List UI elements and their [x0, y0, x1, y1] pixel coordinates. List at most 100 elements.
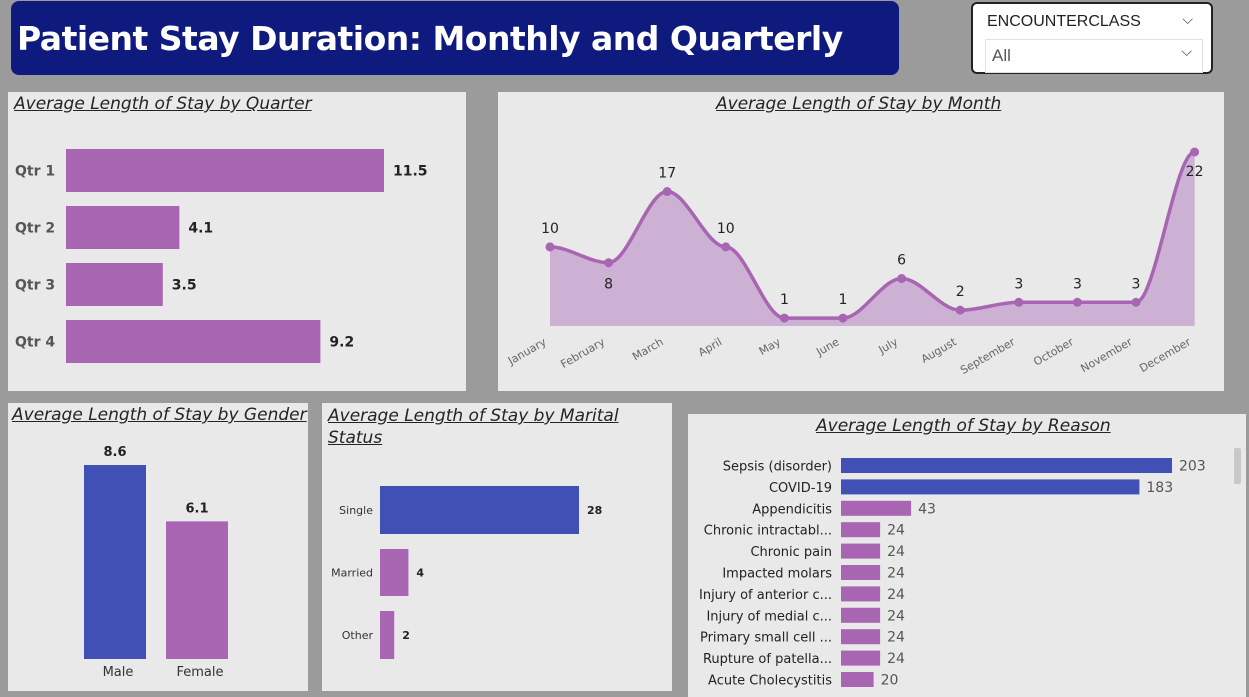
bar	[380, 486, 579, 534]
category-label: Female	[176, 665, 223, 680]
bar	[66, 320, 321, 363]
bar	[166, 521, 228, 659]
data-label: 10	[541, 221, 559, 237]
x-tick-label: October	[1031, 335, 1076, 369]
category-label: Qtr 1	[15, 164, 55, 180]
data-point	[779, 313, 789, 323]
bar	[841, 458, 1172, 473]
x-tick-label: March	[630, 335, 666, 363]
quarter-bar-chart: Qtr 1 11.5 Qtr 2 4.1 Qtr 3 3.5 Qtr 4 9.2	[15, 149, 428, 363]
data-label: 1	[780, 292, 789, 308]
data-label: 203	[1179, 459, 1206, 475]
category-label: Injury of medial c...	[706, 609, 832, 624]
data-point	[897, 274, 907, 284]
category-label: Rupture of patella...	[703, 652, 832, 667]
chevron-down-icon[interactable]: ⌵	[1182, 12, 1193, 28]
data-label: 24	[887, 544, 905, 560]
data-point	[955, 305, 965, 315]
data-label: 4	[416, 567, 424, 580]
data-point	[721, 242, 731, 252]
category-label: Sepsis (disorder)	[723, 460, 832, 475]
data-point	[1131, 297, 1141, 307]
chevron-down-icon[interactable]: ⌵	[1181, 44, 1192, 60]
bar	[380, 549, 409, 596]
data-label: 6.1	[185, 501, 208, 516]
category-label: Injury of anterior c...	[699, 588, 832, 603]
category-label: Chronic pain	[750, 545, 832, 560]
slicer-label: ENCOUNTERCLASS	[987, 13, 1141, 30]
chart-title: Average Length of Stay by Quarter	[14, 94, 312, 114]
slicer-value: All	[992, 46, 1011, 65]
bar	[841, 672, 874, 687]
month-chart-panel: Average Length of Stay by Month 10 Januar…	[498, 92, 1224, 391]
bar	[841, 565, 881, 580]
category-label: Other	[342, 629, 374, 642]
data-label: 20	[881, 673, 899, 689]
data-label: 3.5	[172, 278, 197, 294]
x-tick-label: August	[919, 335, 959, 366]
category-label: COVID-19	[769, 481, 832, 496]
data-label: 28	[587, 504, 602, 517]
data-point	[1190, 147, 1200, 157]
data-point	[1072, 297, 1082, 307]
data-label: 43	[918, 501, 936, 517]
data-label: 24	[887, 608, 905, 624]
data-point	[1014, 297, 1024, 307]
bar	[841, 500, 912, 516]
category-label: Chronic intractabl...	[704, 524, 832, 539]
x-tick-label: February	[558, 335, 607, 371]
bar	[66, 206, 180, 249]
data-label: 3	[1132, 276, 1141, 292]
x-tick-label: January	[505, 335, 549, 368]
slicer-dropdown[interactable]: All ⌵	[985, 39, 1203, 73]
category-label: Acute Cholecystitis	[708, 674, 832, 689]
x-tick-label: July	[876, 335, 901, 357]
data-label: 24	[887, 523, 905, 539]
quarter-chart-panel: Average Length of Stay by Quarter Qtr 1 1…	[8, 92, 466, 391]
category-label: Qtr 4	[15, 335, 55, 351]
bar	[841, 629, 881, 645]
chart-title: Average Length of Stay by Month	[716, 94, 1002, 114]
data-label: 24	[887, 587, 905, 603]
data-label: 6	[897, 253, 906, 269]
data-label: 4.1	[188, 221, 213, 237]
chart-title: Average Length of Stay by Marital Status	[328, 406, 619, 448]
data-label: 3	[1073, 276, 1082, 292]
series-line	[549, 150, 1196, 320]
month-area-chart: 10 January 8 February 17 March 10 April 1 May 1 Jun…	[505, 147, 1204, 377]
bar	[841, 522, 881, 538]
data-point	[604, 258, 614, 268]
data-label: 17	[658, 166, 676, 182]
data-label: 1	[839, 292, 848, 308]
bar	[84, 465, 146, 659]
reason-scrollbar[interactable]	[1234, 448, 1241, 484]
category-label: Single	[339, 504, 373, 517]
x-tick-label: April	[696, 335, 724, 359]
data-label: 2	[956, 284, 965, 300]
data-label: 8.6	[103, 445, 126, 460]
encounterclass-slicer[interactable]: ENCOUNTERCLASS ⌵ All ⌵	[971, 2, 1213, 74]
gender-bar-chart: 8.6 Male 6.1 Female	[84, 445, 228, 680]
gender-chart-panel: Average Length of Stay by Gender 8.6 Male…	[8, 403, 308, 691]
bar	[380, 611, 395, 659]
data-label: 24	[887, 566, 905, 582]
data-label: 3	[1014, 276, 1023, 292]
data-label: 22	[1186, 164, 1204, 180]
chart-title: Average Length of Stay by Reason	[816, 416, 1111, 436]
bar	[841, 607, 881, 623]
data-label: 24	[887, 630, 905, 646]
category-label: Appendicitis	[752, 502, 832, 517]
data-point	[545, 242, 555, 252]
bar	[66, 149, 384, 192]
category-label: Impacted molars	[722, 567, 832, 582]
reason-chart-panel: Average Length of Stay by Reason Sepsis …	[688, 414, 1246, 697]
data-label: 10	[717, 221, 735, 237]
x-tick-label: June	[813, 335, 841, 359]
bar	[841, 586, 881, 602]
title-bar: Patient Stay Duration: Monthly and Quart…	[11, 1, 899, 75]
data-label: 2	[402, 629, 410, 642]
page-title: Patient Stay Duration: Monthly and Quart…	[17, 19, 843, 58]
marital-bar-chart: Single 28 Married 4 Other 2	[331, 486, 602, 659]
category-label: Married	[331, 567, 373, 580]
bar	[841, 543, 881, 559]
